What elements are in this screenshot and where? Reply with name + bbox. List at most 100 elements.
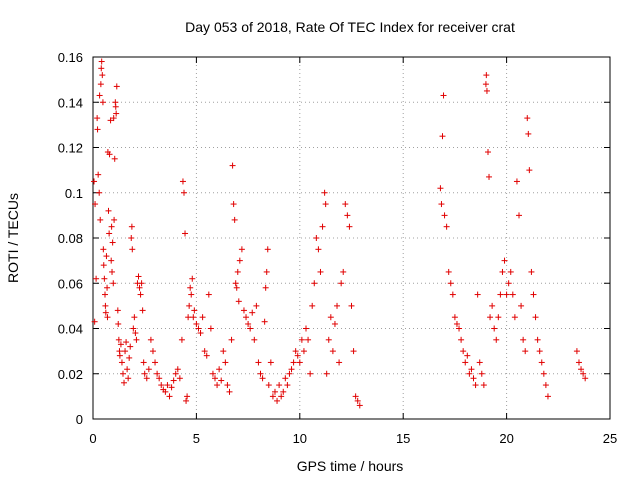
data-point — [180, 189, 187, 196]
data-point — [185, 314, 192, 321]
data-point — [249, 309, 256, 316]
data-point — [264, 246, 271, 253]
data-point — [497, 291, 504, 298]
data-point — [267, 359, 274, 366]
data-point — [255, 359, 262, 366]
data-point — [307, 370, 314, 377]
data-point — [451, 314, 458, 321]
data-point — [253, 302, 260, 309]
data-point — [168, 384, 175, 391]
data-point — [544, 393, 551, 400]
data-point — [474, 291, 481, 298]
data-point — [115, 336, 122, 343]
axes: 0 5 10 15 20 25 0 0.02 0.04 0.06 0.08 0.1 0.12 0.14 0.… — [58, 50, 618, 446]
x-axis-label: GPS time / hours — [297, 458, 404, 474]
data-point — [132, 330, 139, 337]
data-point — [532, 314, 539, 321]
data-point — [265, 382, 272, 389]
data-point — [133, 336, 140, 343]
data-point — [447, 280, 454, 287]
data-point — [319, 223, 326, 230]
data-point — [222, 359, 229, 366]
data-point — [525, 130, 532, 137]
data-point — [278, 393, 285, 400]
data-point — [282, 375, 289, 382]
data-point — [520, 336, 527, 343]
data-point — [524, 115, 531, 122]
y-tick-label: 0.1 — [65, 186, 83, 201]
data-point — [453, 320, 460, 327]
data-point — [186, 302, 193, 309]
data-point — [110, 115, 117, 122]
data-point — [124, 366, 131, 373]
data-point — [505, 280, 512, 287]
x-tick-label: 20 — [499, 431, 513, 446]
data-point — [102, 302, 109, 309]
data-point — [121, 379, 128, 386]
data-point — [240, 307, 247, 314]
data-point — [117, 341, 124, 348]
data-point — [356, 402, 363, 409]
data-point — [220, 348, 227, 355]
data-point — [460, 348, 467, 355]
data-point — [315, 246, 322, 253]
data-point — [354, 397, 361, 404]
data-point — [440, 92, 447, 99]
data-point — [172, 370, 179, 377]
data-point — [154, 370, 161, 377]
data-point — [499, 268, 506, 275]
data-point — [98, 65, 105, 72]
data-point — [138, 280, 145, 287]
data-point — [263, 268, 270, 275]
data-point — [507, 268, 514, 275]
data-point — [251, 336, 258, 343]
data-point — [137, 291, 144, 298]
data-point — [112, 103, 119, 110]
data-point — [226, 388, 233, 395]
data-point — [109, 239, 116, 246]
data-point — [96, 92, 103, 99]
data-point — [93, 275, 100, 282]
data-point — [243, 314, 250, 321]
data-point — [106, 151, 113, 158]
data-point — [483, 87, 490, 94]
data-point — [104, 284, 111, 291]
data-point — [209, 370, 216, 377]
data-point — [478, 370, 485, 377]
data-point — [296, 359, 303, 366]
data-point — [162, 388, 169, 395]
data-point — [113, 110, 120, 117]
data-point — [331, 320, 338, 327]
data-point — [352, 393, 359, 400]
data-point — [122, 348, 129, 355]
data-point — [259, 375, 266, 382]
data-point — [228, 336, 235, 343]
data-point — [480, 382, 487, 389]
data-point — [509, 291, 516, 298]
data-point — [195, 325, 202, 332]
data-point — [309, 302, 316, 309]
x-tick-label: 0 — [89, 431, 96, 446]
data-point — [216, 366, 223, 373]
data-point — [199, 314, 206, 321]
data-point — [443, 223, 450, 230]
data-point — [140, 359, 147, 366]
data-point — [280, 388, 287, 395]
data-point — [197, 330, 204, 337]
data-point — [136, 284, 143, 291]
data-point — [323, 370, 330, 377]
data-point — [274, 397, 281, 404]
data-point — [516, 212, 523, 219]
y-tick-label: 0.04 — [58, 322, 83, 337]
data-point — [472, 382, 479, 389]
data-point — [100, 262, 107, 269]
data-point — [582, 375, 589, 382]
data-point — [212, 375, 219, 382]
data-point — [269, 393, 276, 400]
data-point — [139, 307, 146, 314]
data-point — [218, 377, 225, 384]
data-point — [174, 366, 181, 373]
data-point — [116, 352, 123, 359]
data-point — [113, 83, 120, 90]
data-point — [468, 366, 475, 373]
